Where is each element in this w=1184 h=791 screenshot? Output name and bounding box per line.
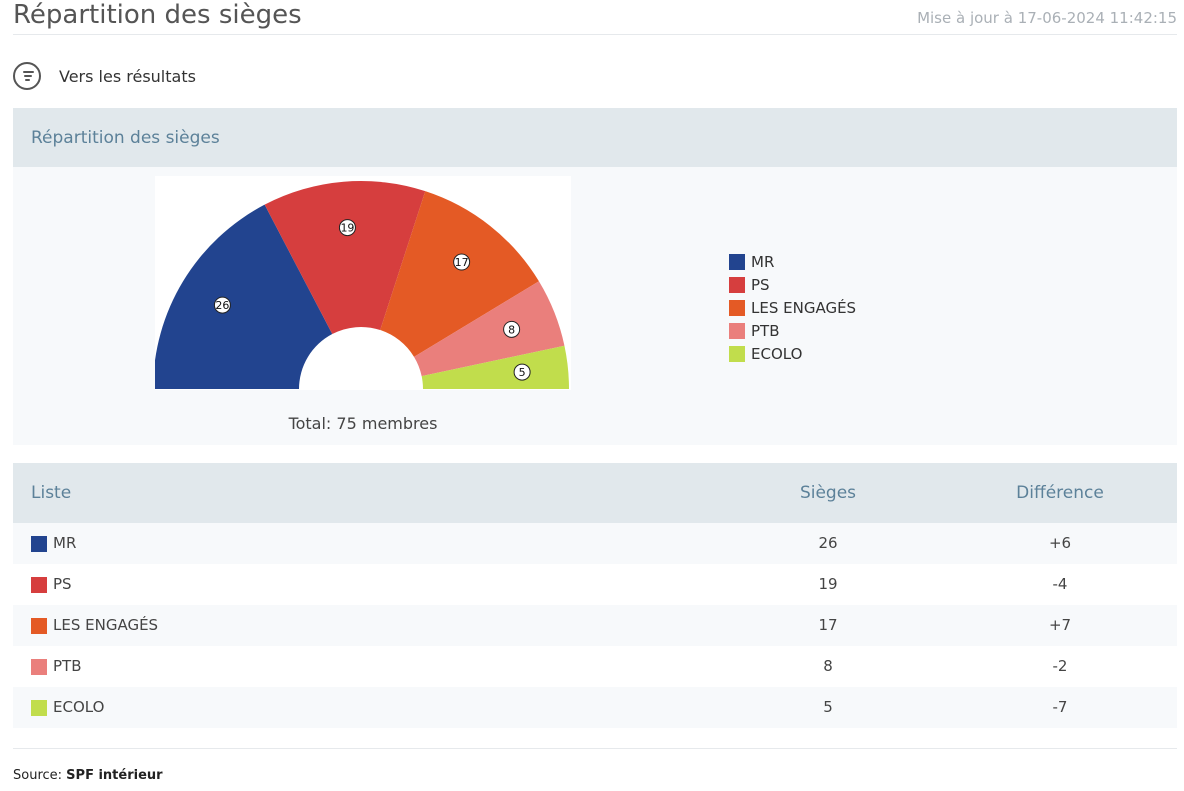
party-name: ECOLO xyxy=(53,698,105,716)
seat-slice-mr xyxy=(155,204,333,389)
party-swatch xyxy=(31,576,47,593)
table-body: MR 26 +6 PS 19 -4 LES ENGAGÉS 17 +7 PTB … xyxy=(13,523,1177,728)
legend-swatch xyxy=(729,322,745,339)
header-diff: Différence xyxy=(1016,483,1104,503)
table-row: MR 26 +6 xyxy=(13,523,1177,564)
legend-label: ECOLO xyxy=(751,344,803,363)
party-diff: -2 xyxy=(1052,657,1068,675)
svg-text:8: 8 xyxy=(508,323,515,336)
panel-title: Répartition des sièges xyxy=(31,127,220,148)
legend-label: PS xyxy=(751,275,770,294)
legend-item: ECOLO xyxy=(729,342,856,365)
slice-value-label: 19 xyxy=(338,219,356,237)
legend-swatch xyxy=(729,345,745,362)
table-header: Liste Sièges Différence xyxy=(13,463,1177,523)
panel-header: Répartition des sièges xyxy=(13,108,1177,167)
party-name: PTB xyxy=(53,657,82,675)
slice-value-label: 8 xyxy=(503,320,521,338)
top-bar: Répartition des sièges Mise à jour à 17-… xyxy=(13,0,1177,35)
legend-item: MR xyxy=(729,250,856,273)
legend-item: PTB xyxy=(729,319,856,342)
seat-slice-les-engag-s xyxy=(380,191,539,357)
table-row: PTB 8 -2 xyxy=(13,646,1177,687)
party-name: LES ENGAGÉS xyxy=(53,616,159,634)
results-list-icon xyxy=(13,62,41,90)
svg-text:17: 17 xyxy=(455,256,469,269)
party-swatch xyxy=(31,658,47,675)
results-link[interactable]: Vers les résultats xyxy=(13,62,196,90)
header-seats: Sièges xyxy=(799,483,857,503)
legend-swatch xyxy=(729,276,745,293)
table-row: ECOLO 5 -7 xyxy=(13,687,1177,728)
legend-label: LES ENGAGÉS xyxy=(751,298,857,317)
legend-label: PTB xyxy=(751,321,780,340)
legend-swatch xyxy=(729,253,745,270)
header-list: Liste xyxy=(31,483,72,503)
seat-slice-ptb xyxy=(414,281,565,377)
party-seats: 26 xyxy=(818,534,838,552)
party-swatch xyxy=(31,535,47,552)
legend-item: LES ENGAGÉS xyxy=(729,296,856,319)
hemicycle-svg: 26 19 17 8 5 xyxy=(155,180,569,389)
source-label: Source: xyxy=(13,768,63,783)
slice-value-label: 5 xyxy=(513,363,531,381)
party-name: PS xyxy=(53,575,72,593)
legend-item: PS xyxy=(729,273,856,296)
hemicycle-chart: 26 19 17 8 5 xyxy=(155,176,571,390)
slice-value-label: 26 xyxy=(213,296,231,314)
footer-divider xyxy=(13,748,1177,749)
results-link-label: Vers les résultats xyxy=(59,66,196,86)
party-swatch xyxy=(31,699,47,716)
source-name: SPF intérieur xyxy=(66,768,163,783)
slice-value-label: 17 xyxy=(453,253,471,271)
party-diff: +7 xyxy=(1048,616,1072,634)
seat-slice-ecolo xyxy=(421,345,569,389)
party-diff: -7 xyxy=(1052,698,1068,716)
table-row: LES ENGAGÉS 17 +7 xyxy=(13,605,1177,646)
party-seats: 19 xyxy=(818,575,838,593)
chart-legend: MR PS LES ENGAGÉS PTB ECOLO xyxy=(729,250,856,365)
legend-swatch xyxy=(729,299,745,316)
party-name: MR xyxy=(53,534,77,552)
svg-text:19: 19 xyxy=(340,222,354,235)
party-diff: +6 xyxy=(1048,534,1072,552)
chart-total: Total: 75 membres xyxy=(288,414,438,433)
svg-text:26: 26 xyxy=(215,299,229,312)
table-row: PS 19 -4 xyxy=(13,564,1177,605)
party-seats: 5 xyxy=(823,698,833,716)
party-seats: 17 xyxy=(818,616,838,634)
party-diff: -4 xyxy=(1052,575,1068,593)
seat-slice-ps xyxy=(264,180,426,335)
source-note: Source: SPF intérieur xyxy=(13,768,163,783)
page-title: Répartition des sièges xyxy=(13,0,302,30)
party-seats: 8 xyxy=(823,657,833,675)
legend-label: MR xyxy=(751,252,775,271)
party-swatch xyxy=(31,617,47,634)
chart-panel: Répartition des sièges 26 19 17 8 5 Total: 7… xyxy=(13,108,1177,445)
svg-text:5: 5 xyxy=(519,366,526,379)
updated-timestamp: Mise à jour à 17-06-2024 11:42:15 xyxy=(917,9,1177,27)
seats-table: Liste Sièges Différence MR 26 +6 PS 19 -… xyxy=(13,463,1177,728)
